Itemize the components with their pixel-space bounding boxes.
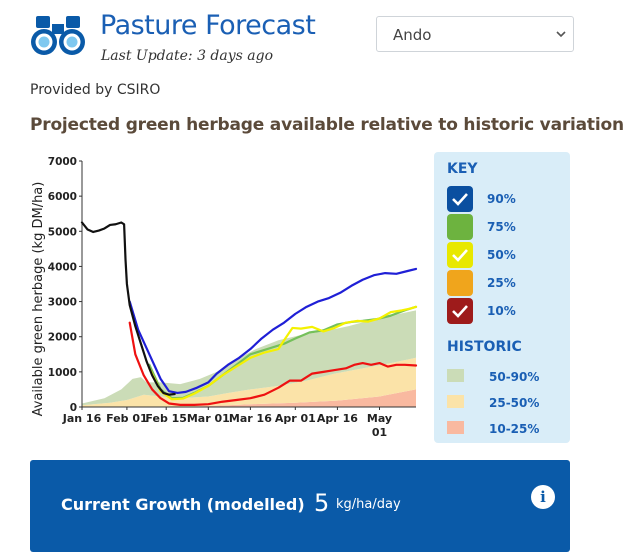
band-25-50 [82, 357, 416, 407]
x-tick-label: Jan 16 [62, 412, 102, 425]
check-icon [452, 305, 468, 318]
key-swatch-50[interactable] [447, 242, 473, 268]
series-90 [128, 267, 418, 395]
x-tick-label: May [367, 412, 392, 425]
key-swatch-75[interactable] [447, 214, 473, 240]
x-tick-label: Mar 01 [187, 412, 230, 425]
x-tick-label: Feb 01 [106, 412, 148, 425]
location-select[interactable]: Ando [376, 16, 574, 52]
series-observed [80, 221, 176, 396]
current-growth-panel: Current Growth (modelled) 5 kg/ha/day i [30, 460, 570, 552]
historic-item-10-25: 10-25% [447, 421, 557, 437]
key-label-75: 75% [487, 220, 516, 234]
historic-item-25-50: 25-50% [447, 395, 557, 411]
historic-label-50-90: 50-90% [489, 370, 540, 384]
app-title: Pasture Forecast [100, 10, 316, 41]
info-icon[interactable]: i [531, 485, 555, 509]
y-tick-label: 6000 [48, 191, 77, 203]
growth-value: 5 [314, 489, 330, 517]
chart-heading: Projected green herbage available relati… [30, 115, 624, 135]
check-icon [452, 249, 468, 262]
binoculars-icon [30, 14, 86, 56]
key-swatch-25[interactable] [447, 270, 473, 296]
y-tick-label: 7000 [48, 156, 77, 168]
y-tick-label: 2000 [48, 332, 77, 344]
herbage-chart: 0 1000 2000 3000 4000 5000 6000 7000 Jan 16 Feb 0… [31, 156, 418, 439]
historic-swatch-10-25 [447, 421, 464, 434]
x-tick-label: Apr 16 [317, 412, 358, 425]
growth-unit: kg/ha/day [336, 497, 401, 512]
series-10 [128, 321, 418, 406]
historic-title: HISTORIC [447, 339, 522, 355]
last-update-label: Last Update: [101, 48, 193, 64]
last-update: Last Update: 3 days ago [101, 48, 273, 64]
historic-label-25-50: 25-50% [489, 396, 540, 410]
x-tick-label: Mar 16 [229, 412, 272, 425]
info-glyph: i [540, 488, 546, 506]
x-tick-label: Feb 15 [145, 412, 187, 425]
chevron-down-icon [553, 25, 569, 43]
key-swatch-90[interactable] [447, 186, 473, 212]
key-item-10[interactable]: 10% [447, 298, 557, 324]
key-item-25[interactable]: 25% [447, 270, 557, 296]
last-update-value: 3 days ago [197, 48, 274, 64]
y-tick-label: 0 [70, 402, 77, 414]
key-item-50[interactable]: 50% [447, 242, 557, 268]
band-10-25 [82, 389, 416, 407]
y-tick-label: 3000 [48, 297, 77, 309]
x-tick-label: Apr 01 [275, 412, 316, 425]
key-label-25: 25% [487, 276, 516, 290]
key-item-75[interactable]: 75% [447, 214, 557, 240]
check-icon [452, 193, 468, 206]
key-label-50: 50% [487, 248, 516, 262]
location-select-value: Ando [393, 26, 432, 44]
historic-swatch-25-50 [447, 395, 464, 408]
provider-text: Provided by CSIRO [30, 82, 161, 98]
key-title: KEY [447, 161, 478, 177]
key-label-10: 10% [487, 304, 516, 318]
y-tick-label: 4000 [48, 261, 77, 273]
y-tick-label: 1000 [48, 367, 77, 379]
key-item-90[interactable]: 90% [447, 186, 557, 212]
series-50 [148, 305, 418, 401]
y-axis-label: Available green herbage (kg DM/ha) [31, 182, 46, 417]
y-tick-label: 5000 [48, 226, 77, 238]
x-tick-label: 01 [372, 426, 387, 439]
key-label-90: 90% [487, 192, 516, 206]
growth-label: Current Growth (modelled) [61, 495, 305, 514]
key-swatch-10[interactable] [447, 298, 473, 324]
historic-label-10-25: 10-25% [489, 422, 540, 436]
historic-item-50-90: 50-90% [447, 369, 557, 385]
historic-swatch-50-90 [447, 369, 464, 382]
key-panel: KEY 90% 75% 50% 25% 10% HISTORIC 50-90% … [434, 152, 570, 443]
